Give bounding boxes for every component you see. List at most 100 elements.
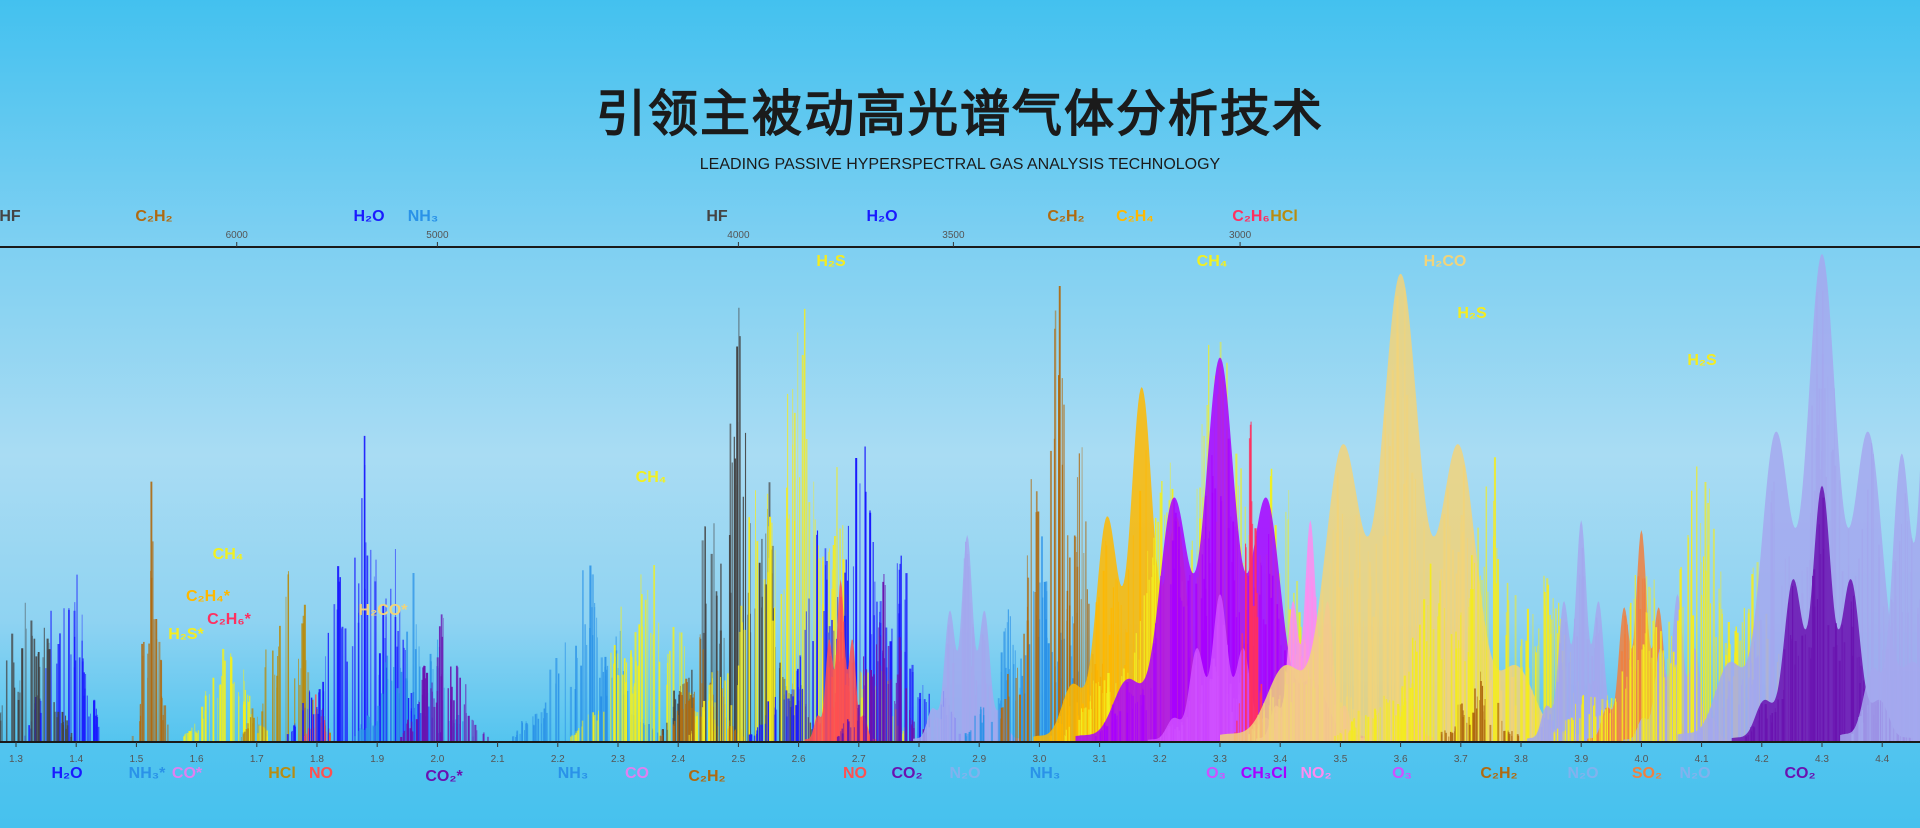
- bottom-gas-label: SO₂: [1631, 765, 1663, 782]
- bottom-tick-label: 4.0: [1634, 754, 1648, 765]
- band-envelope-no2: [1256, 520, 1365, 742]
- bottom-gas-label: C₂H₂: [688, 768, 726, 785]
- band-gas-label: C₂H₆*: [207, 611, 251, 628]
- band-nh3: [512, 565, 663, 742]
- bottom-gas-label: NO: [309, 765, 333, 782]
- bottom-tick-label: 1.3: [9, 754, 23, 765]
- band-gas-label: H₂S: [816, 253, 846, 270]
- bottom-tick-label: 3.8: [1514, 754, 1528, 765]
- bottom-gas-label: HCl: [268, 765, 296, 782]
- band-no: [804, 579, 877, 742]
- top-tick-label: 4000: [727, 230, 750, 241]
- bottom-tick-label: 2.5: [731, 754, 745, 765]
- bottom-gas-label: NH₃: [1029, 765, 1061, 782]
- bottom-tick-label: 1.6: [190, 754, 204, 765]
- band-gas-label: CH₄: [1196, 253, 1228, 270]
- bottom-tick-label: 2.8: [912, 754, 926, 765]
- bottom-gas-label: NO: [843, 765, 867, 782]
- bottom-tick-label: 3.7: [1454, 754, 1468, 765]
- top-gas-label: C₂H₂: [1047, 208, 1085, 225]
- bottom-tick-label: 1.9: [370, 754, 384, 765]
- band-c2h2: [1440, 671, 1520, 742]
- bottom-gas-label: NH₃*: [128, 765, 166, 782]
- band-nh3: [354, 573, 474, 742]
- top-gas-label: HF: [0, 208, 21, 225]
- bottom-tick-label: 3.5: [1333, 754, 1347, 765]
- bottom-tick-label: 1.7: [250, 754, 264, 765]
- band-co2: [400, 614, 489, 742]
- top-gas-label: H₂O: [866, 208, 898, 225]
- bottom-tick-label: 3.1: [1093, 754, 1107, 765]
- bottom-tick-label: 4.1: [1695, 754, 1709, 765]
- band-h2o: [286, 435, 444, 742]
- band-envelope-so2: [1587, 530, 1696, 742]
- bottom-gas-label: CO*: [171, 765, 203, 782]
- bottom-tick-label: 2.3: [611, 754, 625, 765]
- band-gas-label: CH₄: [635, 469, 667, 486]
- axis-ticks: 1.3 1.4 1.5 1.6 1.7 1.8 1.9 2.0 2.1 2.2 2.3 2.4 2.5 2…: [9, 230, 1890, 765]
- bottom-gas-label: O₃: [1206, 765, 1226, 782]
- band-envelope-h2co: [1220, 273, 1582, 742]
- bottom-gas-label: NH₃: [557, 765, 589, 782]
- bottom-tick-label: 1.4: [69, 754, 83, 765]
- top-gas-label: HCl: [1270, 208, 1298, 225]
- top-gas-label: C₂H₄: [1116, 208, 1154, 225]
- top-tick-label: 3500: [942, 230, 965, 241]
- band-c2h2: [131, 481, 169, 742]
- bottom-tick-label: 2.6: [792, 754, 806, 765]
- band-gas-label: H₂S*: [168, 626, 204, 643]
- band-gas-label: C₂H₄*: [185, 588, 231, 605]
- bottom-tick-label: 3.4: [1273, 754, 1287, 765]
- band-gas-label: H₂S: [1687, 352, 1717, 369]
- band-co2: [836, 574, 927, 742]
- page-subtitle: LEADING PASSIVE HYPERSPECTRAL GAS ANALYS…: [699, 156, 1221, 173]
- bottom-tick-label: 3.6: [1394, 754, 1408, 765]
- bottom-gas-label: CO₂*: [425, 768, 463, 785]
- bottom-tick-label: 3.3: [1213, 754, 1227, 765]
- page-title: 引领主被动高光谱气体分析技术: [596, 85, 1324, 143]
- bottom-gas-label: C₂H₂: [1480, 765, 1518, 782]
- top-gas-label: NH₃: [407, 208, 439, 225]
- bottom-tick-label: 2.1: [491, 754, 505, 765]
- bottom-gas-label: N₂O: [949, 765, 981, 782]
- band-hf: [0, 602, 73, 742]
- bottom-gas-label: O₃: [1392, 765, 1412, 782]
- top-tick-label: 3000: [1229, 230, 1252, 241]
- top-tick-label: 5000: [426, 230, 449, 241]
- band-n2o: [913, 534, 1022, 742]
- bottom-gas-label: N₂O: [1567, 765, 1599, 782]
- bottom-gas-label: CO₂: [891, 765, 923, 782]
- bottom-gas-label: CO: [625, 765, 649, 782]
- bottom-tick-label: 3.2: [1153, 754, 1167, 765]
- bottom-gas-label: N₂O: [1679, 765, 1711, 782]
- band-h2co: [1220, 273, 1582, 742]
- band-gas-label: H₂CO*: [358, 602, 408, 619]
- absorption-bands: [0, 253, 1920, 742]
- band-c2h6: [1233, 421, 1267, 742]
- bottom-gas-label: CO₂: [1784, 765, 1816, 782]
- bottom-tick-label: 3.0: [1032, 754, 1046, 765]
- bottom-tick-label: 1.8: [310, 754, 324, 765]
- band-gas-label: H₂S: [1457, 305, 1487, 322]
- bottom-tick-label: 3.9: [1574, 754, 1588, 765]
- band-gas-label: H₂CO: [1423, 253, 1467, 270]
- bottom-tick-label: 2.7: [852, 754, 866, 765]
- bottom-tick-label: 4.3: [1815, 754, 1829, 765]
- top-gas-label: C₂H₂: [135, 208, 173, 225]
- top-gas-label: C₂H₆: [1232, 208, 1270, 225]
- band-gas-label: CH₄: [212, 546, 244, 563]
- top-gas-label: HF: [706, 208, 728, 225]
- band-envelope-co2: [1731, 485, 1913, 742]
- bottom-tick-label: 4.2: [1755, 754, 1769, 765]
- top-tick-label: 6000: [226, 230, 249, 241]
- bottom-tick-label: 4.4: [1875, 754, 1889, 765]
- bottom-gas-label: H₂O: [51, 765, 83, 782]
- band-envelope-c2h4: [1033, 387, 1251, 742]
- bottom-gas-label: NO₂: [1300, 765, 1332, 782]
- bottom-tick-label: 1.5: [129, 754, 143, 765]
- band-n2o: [1840, 453, 1920, 742]
- top-gas-label: H₂O: [353, 208, 385, 225]
- band-o3: [1147, 594, 1293, 742]
- bottom-tick-label: 2.0: [430, 754, 444, 765]
